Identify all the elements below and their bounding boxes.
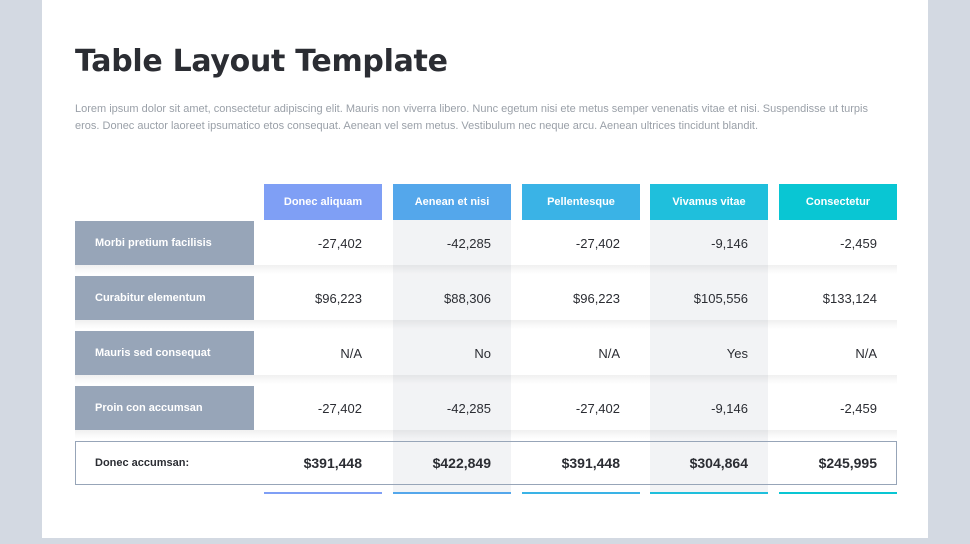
table-cell: -27,402 bbox=[575, 400, 620, 416]
table-cell: $88,306 bbox=[444, 290, 491, 306]
column-header-1: Donec aliquam bbox=[264, 184, 382, 220]
column-header-4: Vivamus vitae bbox=[650, 184, 768, 220]
table-cell: $133,124 bbox=[822, 290, 877, 306]
row-separator bbox=[75, 265, 897, 274]
total-label: Donec accumsan: bbox=[95, 457, 190, 469]
table-cell: -9,146 bbox=[711, 235, 748, 251]
row-label: Curabitur elementum bbox=[75, 276, 254, 320]
column-header-5: Consectetur bbox=[779, 184, 897, 220]
column-accent-line bbox=[650, 492, 768, 494]
table-cell: Yes bbox=[726, 345, 748, 361]
table-cell: -2,459 bbox=[840, 400, 877, 416]
row-separator bbox=[75, 430, 897, 439]
total-row bbox=[75, 441, 897, 485]
table-cell: -27,402 bbox=[317, 400, 362, 416]
column-band bbox=[650, 220, 768, 494]
column-accent-line bbox=[779, 492, 897, 494]
column-header-label: Aenean et nisi bbox=[414, 196, 490, 208]
table-cell: -27,402 bbox=[575, 235, 620, 251]
table-cell: N/A bbox=[598, 345, 620, 361]
total-cell: $422,849 bbox=[432, 455, 491, 471]
row-separator bbox=[75, 375, 897, 384]
column-header-label: Donec aliquam bbox=[283, 196, 363, 208]
total-cell: $304,864 bbox=[689, 455, 748, 471]
table-cell: -2,459 bbox=[840, 235, 877, 251]
page-title: Table Layout Template bbox=[75, 44, 448, 79]
column-accent-line bbox=[522, 492, 640, 494]
table-cell: -42,285 bbox=[446, 400, 491, 416]
table-cell: N/A bbox=[855, 345, 877, 361]
total-cell: $245,995 bbox=[818, 455, 877, 471]
table-cell: No bbox=[474, 345, 491, 361]
table-cell: N/A bbox=[340, 345, 362, 361]
column-accent-line bbox=[393, 492, 511, 494]
table-cell: $105,556 bbox=[693, 290, 748, 306]
page-description: Lorem ipsum dolor sit amet, consectetur … bbox=[75, 103, 868, 132]
row-label: Morbi pretium facilisis bbox=[75, 221, 254, 265]
row-separator bbox=[75, 320, 897, 329]
table-cell: -9,146 bbox=[711, 400, 748, 416]
column-accent-line bbox=[264, 492, 382, 494]
total-cell: $391,448 bbox=[561, 455, 620, 471]
table-cell: -27,402 bbox=[317, 235, 362, 251]
total-cell: $391,448 bbox=[303, 455, 362, 471]
column-header-3: Pellentesque bbox=[522, 184, 640, 220]
column-band bbox=[393, 220, 511, 494]
table-cell: $96,223 bbox=[315, 290, 362, 306]
row-label: Mauris sed consequat bbox=[75, 331, 254, 375]
column-header-label: Vivamus vitae bbox=[672, 196, 746, 208]
row-label: Proin con accumsan bbox=[75, 386, 254, 430]
column-header-2: Aenean et nisi bbox=[393, 184, 511, 220]
column-header-label: Pellentesque bbox=[547, 196, 615, 208]
table-cell: $96,223 bbox=[573, 290, 620, 306]
table-cell: -42,285 bbox=[446, 235, 491, 251]
column-header-label: Consectetur bbox=[805, 196, 871, 208]
